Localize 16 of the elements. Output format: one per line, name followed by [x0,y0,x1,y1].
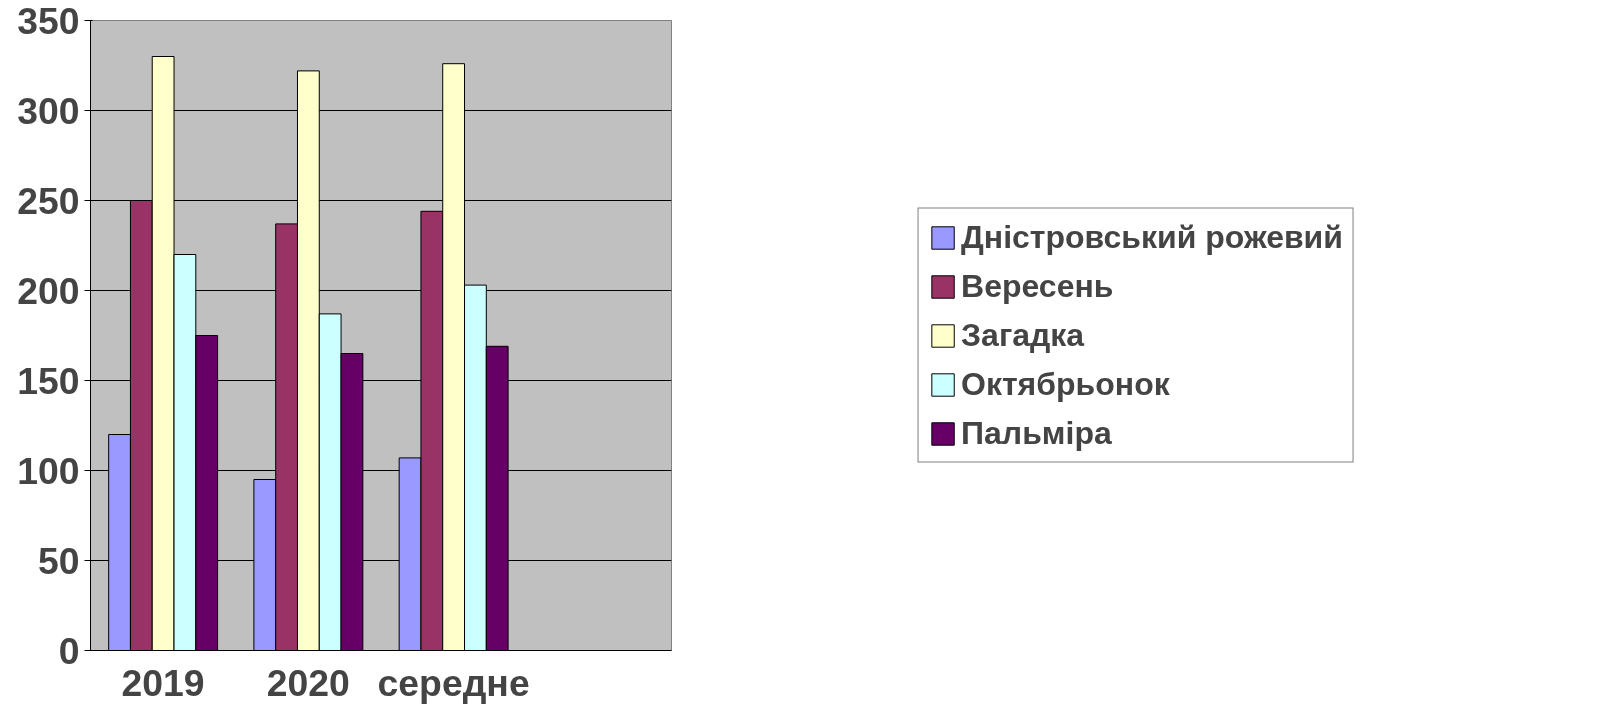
legend-label: Вересень [961,267,1114,305]
legend-label: Пальміра [961,414,1112,452]
legend-label: Октябрьонок [961,365,1170,403]
y-tick-label: 350 [17,0,80,42]
legend-label: Загадка [961,316,1085,354]
y-tick-label: 150 [17,359,80,402]
y-tick-label: 250 [17,179,80,222]
y-tick-label: 200 [17,269,80,312]
x-tick-label: середне [377,661,530,704]
x-tick-label: 2020 [266,661,350,704]
y-tick-label: 50 [37,539,80,582]
y-tick-label: 100 [17,449,80,492]
y-tick-label: 300 [17,89,80,132]
legend-label: Дністровський рожевий [961,218,1343,256]
y-tick-label: 0 [58,629,80,672]
x-tick-label: 2019 [121,661,205,704]
